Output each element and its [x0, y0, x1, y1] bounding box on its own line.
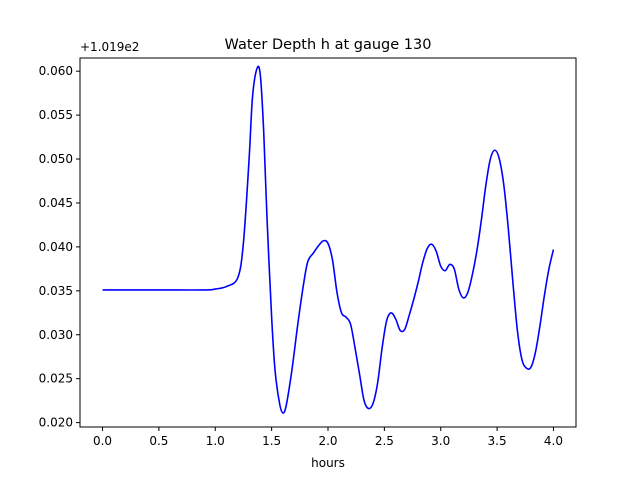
x-tick-label: 2.5: [375, 434, 394, 448]
y-tick-label: 0.030: [39, 328, 73, 342]
x-tick-label: 3.0: [431, 434, 450, 448]
x-tick-label: 0.5: [149, 434, 168, 448]
y-tick-label: 0.060: [39, 64, 73, 78]
x-tick-label: 1.0: [206, 434, 225, 448]
x-tick-label: 1.5: [262, 434, 281, 448]
y-tick-label: 0.025: [39, 372, 73, 386]
y-offset-label: +1.019e2: [80, 40, 139, 54]
y-tick-label: 0.045: [39, 196, 73, 210]
chart-title: Water Depth h at gauge 130: [225, 37, 432, 53]
series-line: [102, 65, 555, 414]
x-tick-label: 4.0: [544, 434, 563, 448]
x-tick-label: 0.0: [93, 434, 112, 448]
y-tick-label: 0.050: [39, 152, 73, 166]
y-tick-label: 0.035: [39, 284, 73, 298]
y-tick-label: 0.040: [39, 240, 73, 254]
y-tick-label: 0.020: [39, 416, 73, 430]
plot-area: 0.0 0.5 1.0 1.5 2.0 2.5 3.0 3.5 4.0 0.020 0.025 0.0…: [39, 57, 577, 448]
x-tick-label: 3.5: [488, 434, 507, 448]
x-axis-label: hours: [311, 456, 345, 470]
y-tick-label: 0.055: [39, 108, 73, 122]
x-tick-label: 2.0: [318, 434, 337, 448]
